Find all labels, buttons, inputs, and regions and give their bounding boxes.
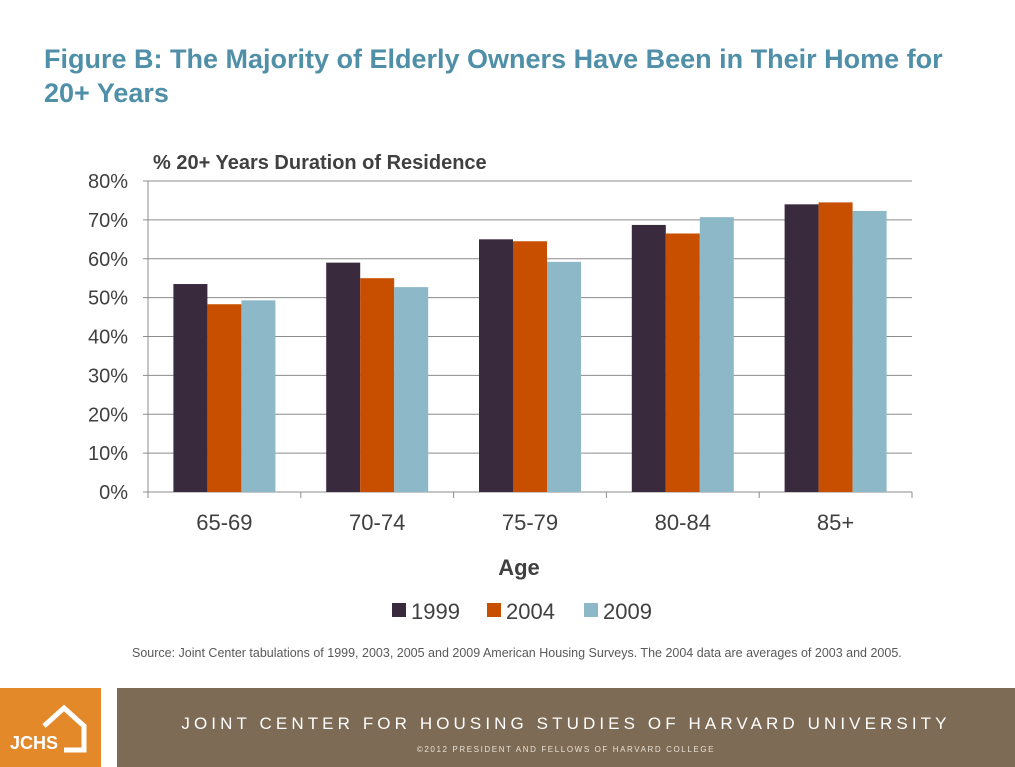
bar-2009-85+ [852, 210, 887, 492]
chart-title: % 20+ Years Duration of Residence [153, 152, 487, 174]
x-tick-label: 80-84 [655, 510, 711, 535]
bar-2004-75-79 [513, 241, 547, 492]
x-tick-label: 85+ [817, 510, 854, 535]
legend-swatch-1999 [392, 603, 406, 617]
legend-swatch-2009 [584, 603, 598, 617]
footer-org-name: JOINT CENTER FOR HOUSING STUDIES OF HARV… [181, 714, 951, 733]
y-tick-label: 70% [88, 210, 128, 232]
y-tick-label: 20% [88, 404, 128, 426]
bar-2009-75-79 [547, 261, 581, 492]
bar-2009-65-69 [241, 300, 276, 492]
x-tick-label: 70-74 [349, 510, 405, 535]
bar-1999-80-84 [631, 224, 666, 492]
legend-label-2009: 2009 [603, 599, 652, 624]
legend-label-1999: 1999 [411, 599, 460, 624]
house-icon [42, 704, 87, 753]
bar-1999-70-74 [326, 262, 361, 492]
y-tick-label: 0% [99, 482, 128, 504]
y-tick-label: 10% [88, 443, 128, 465]
source-note: Source: Joint Center tabulations of 1999… [132, 646, 902, 660]
x-axis-label: Age [498, 555, 540, 580]
x-tick-label: 75-79 [502, 510, 558, 535]
jchs-logo: JCHS [0, 688, 101, 767]
page-title: Figure B: The Majority of Elderly Owners… [44, 44, 943, 108]
y-tick-label: 60% [88, 249, 128, 271]
legend-label-2004: 2004 [506, 599, 555, 624]
legend-swatch-2004 [487, 603, 501, 617]
y-tick-label: 80% [88, 171, 128, 193]
x-tick-label: 65-69 [196, 510, 252, 535]
bar-2009-70-74 [394, 287, 429, 492]
bar-2009-80-84 [699, 217, 734, 492]
footer-copyright: ©2012 PRESIDENT AND FELLOWS OF HARVARD C… [416, 745, 716, 754]
y-tick-label: 50% [88, 288, 128, 310]
y-tick-label: 30% [88, 365, 128, 387]
y-tick-label: 40% [88, 327, 128, 349]
logo-text: JCHS [10, 733, 59, 753]
bar-2004-65-69 [207, 304, 242, 492]
bar-chart: 0% 10% 20% 30% 40% 50% 60% 70% 80% 65-69 70-74 75-7… [88, 152, 913, 624]
bar-1999-85+ [784, 204, 819, 492]
bar-1999-75-79 [479, 239, 513, 492]
bar-1999-65-69 [173, 284, 208, 492]
bar-2004-70-74 [360, 278, 395, 492]
bar-2004-80-84 [665, 233, 700, 492]
footer-band: JOINT CENTER FOR HOUSING STUDIES OF HARV… [117, 688, 1015, 767]
bar-2004-85+ [818, 202, 853, 492]
